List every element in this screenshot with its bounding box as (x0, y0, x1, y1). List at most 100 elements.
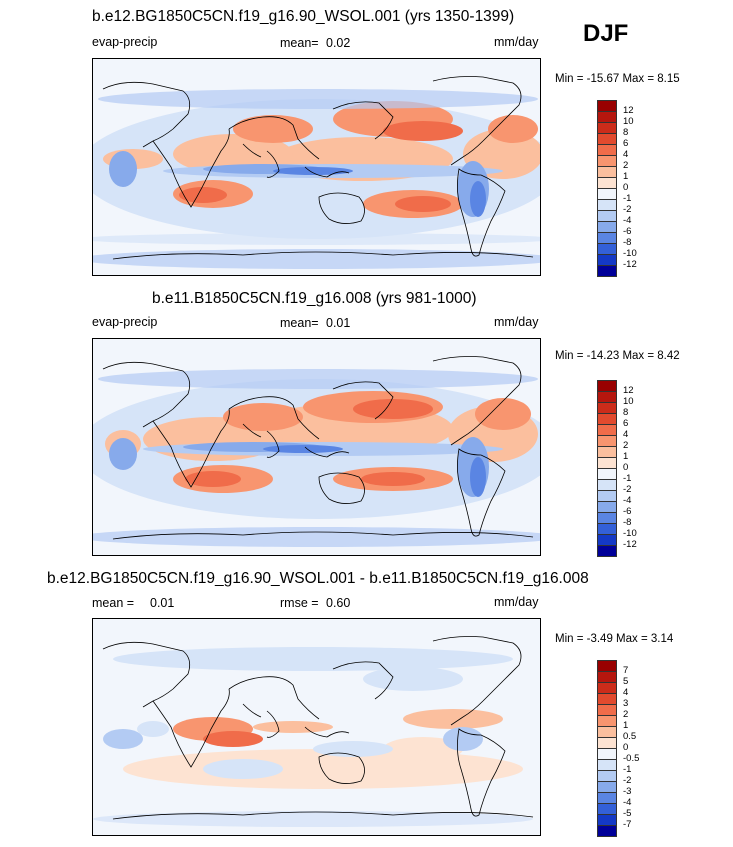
colorbar-level-label: 12 (623, 105, 634, 116)
colorbar-cell (597, 512, 617, 524)
colorbar-level-label: -10 (623, 528, 637, 539)
colorbar-cell (597, 803, 617, 815)
panel1-mean-value: 0.02 (326, 36, 351, 50)
colorbar-cell (597, 265, 617, 277)
panel2-map-svg (93, 339, 540, 555)
panel3-colorbar: 7 5 4 3 2 1 0.5 0 -0.5 -1 -2 -3 -4 -5 -7 (597, 660, 639, 837)
panel2-map (92, 338, 541, 556)
colorbar-level-label: -1 (623, 473, 632, 484)
colorbar-cell (597, 199, 617, 211)
colorbar-level-label: 6 (623, 138, 629, 149)
colorbar-cell (597, 111, 617, 123)
colorbar-cell (597, 781, 617, 793)
colorbar-cell (597, 545, 617, 557)
panel1-map-svg (93, 59, 540, 275)
colorbar-cell (597, 715, 617, 727)
panel2-variable-label: evap-precip (92, 315, 158, 329)
colorbar-level-label: -5 (623, 808, 632, 819)
panel3-title: b.e12.BG1850C5CN.f19_g16.90_WSOL.001 - b… (47, 570, 589, 587)
colorbar-cell (597, 144, 617, 156)
panel1-min-max: Min = -15.67 Max = 8.15 (555, 73, 680, 85)
colorbar-cell (597, 457, 617, 469)
panel3-rmse-label: rmse = (280, 596, 319, 610)
colorbar-cell (597, 424, 617, 436)
panel2-mean-value: 0.01 (326, 316, 351, 330)
colorbar-level-label: 8 (623, 127, 629, 138)
colorbar-cell (597, 748, 617, 760)
colorbar-level-label: 10 (623, 396, 634, 407)
colorbar-level-label: 1 (623, 720, 629, 731)
colorbar-cell (597, 737, 617, 749)
colorbar-cell (597, 232, 617, 244)
colorbar-level-label: -3 (623, 786, 632, 797)
colorbar-level-label: -10 (623, 248, 637, 259)
colorbar-cell (597, 468, 617, 480)
colorbar-level-label: -0.5 (623, 753, 640, 764)
panel2-colorbar: 12 10 8 6 4 2 1 0 -1 -2 -4 -6 -8 -10 -12 (597, 380, 637, 557)
colorbar-cell (597, 479, 617, 491)
panel1-title: b.e12.BG1850C5CN.f19_g16.90_WSOL.001 (yr… (92, 8, 515, 25)
colorbar-level-label: 2 (623, 709, 629, 720)
colorbar-level-label: 0.5 (623, 731, 637, 742)
colorbar-level-label: -6 (623, 226, 632, 237)
colorbar-cell (597, 177, 617, 189)
colorbar-level-label: 5 (623, 676, 629, 687)
colorbar-cell (597, 534, 617, 546)
colorbar-level-label: 0 (623, 182, 629, 193)
colorbar-cell (597, 221, 617, 233)
panel1-colorbar: 12 10 8 6 4 2 1 0 -1 -2 -4 -6 -8 -10 -12 (597, 100, 637, 277)
colorbar-level-label: 7 (623, 665, 629, 676)
panel3-mean-label: mean = (92, 596, 135, 610)
colorbar-cell (597, 188, 617, 200)
colorbar-cell (597, 501, 617, 513)
colorbar-cell (597, 380, 617, 392)
colorbar-level-label: -2 (623, 775, 632, 786)
colorbar-level-label: -6 (623, 506, 632, 517)
colorbar-cell (597, 693, 617, 705)
panel3-min-max: Min = -3.49 Max = 3.14 (555, 633, 674, 645)
panel3-map-svg (93, 619, 540, 835)
colorbar-cell (597, 490, 617, 502)
colorbar-level-label: 6 (623, 418, 629, 429)
colorbar-level-label: 12 (623, 385, 634, 396)
colorbar-level-label: 3 (623, 698, 629, 709)
colorbar-cell (597, 100, 617, 112)
panel2-mean-label: mean= (280, 316, 319, 330)
panel3-units: mm/day (494, 595, 539, 609)
panel3-rmse-value: 0.60 (326, 596, 351, 610)
colorbar-cell (597, 166, 617, 178)
colorbar-level-label: -2 (623, 484, 632, 495)
colorbar-level-label: -2 (623, 204, 632, 215)
colorbar-cell (597, 726, 617, 738)
season-label: DJF (583, 20, 629, 47)
colorbar-level-label: 4 (623, 429, 629, 440)
colorbar-cell (597, 413, 617, 425)
colorbar-level-label: 0 (623, 742, 629, 753)
panel3-map (92, 618, 541, 836)
panel1-units: mm/day (494, 35, 539, 49)
colorbar-cell (597, 682, 617, 694)
colorbar-level-label: 0 (623, 462, 629, 473)
colorbar-cell (597, 759, 617, 771)
colorbar-level-label: 1 (623, 451, 629, 462)
panel1-mean-label: mean= (280, 36, 319, 50)
colorbar-cell (597, 391, 617, 403)
colorbar-level-label: -1 (623, 764, 632, 775)
colorbar-level-label: 8 (623, 407, 629, 418)
colorbar-cell (597, 814, 617, 826)
panel2-units: mm/day (494, 315, 539, 329)
colorbar-level-label: -1 (623, 193, 632, 204)
colorbar-cell (597, 446, 617, 458)
colorbar-level-label: 1 (623, 171, 629, 182)
colorbar-level-label: -8 (623, 237, 632, 248)
colorbar-cell (597, 825, 617, 837)
colorbar-cell (597, 133, 617, 145)
colorbar-cell (597, 243, 617, 255)
colorbar-cell (597, 770, 617, 782)
panel1-map (92, 58, 541, 276)
colorbar-level-label: -4 (623, 797, 632, 808)
panel2-title: b.e11.B1850C5CN.f19_g16.008 (yrs 981-100… (152, 290, 477, 307)
colorbar-cell (597, 792, 617, 804)
colorbar-level-label: 2 (623, 440, 629, 451)
panel1-variable-label: evap-precip (92, 35, 158, 49)
